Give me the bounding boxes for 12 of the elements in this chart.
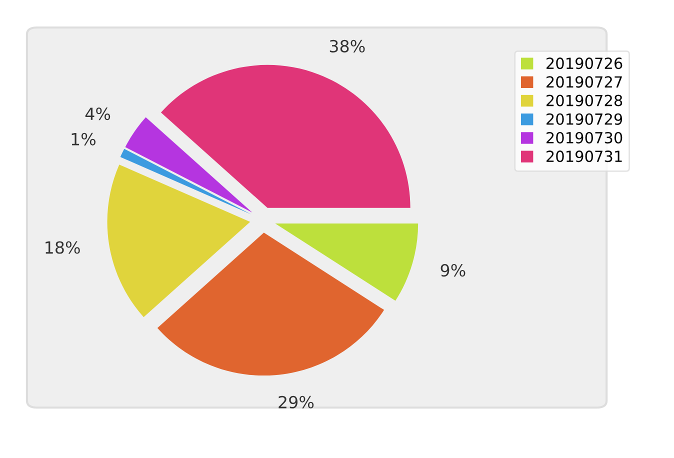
data-label: 18%	[46, 241, 80, 254]
legend-label: 20190731	[546, 150, 622, 162]
data-label: 29%	[278, 396, 314, 408]
legend-label: 20190730	[546, 132, 622, 144]
legend-label: 20190726	[546, 58, 622, 70]
legend-label: 20190727	[546, 76, 622, 88]
legend-label: 20190728	[546, 94, 622, 106]
data-label: 38%	[330, 40, 365, 52]
data-label: 9%	[440, 264, 466, 277]
legend-label: 20190729	[546, 113, 622, 125]
data-label: 1%	[72, 132, 96, 146]
data-label: 4%	[85, 108, 110, 120]
